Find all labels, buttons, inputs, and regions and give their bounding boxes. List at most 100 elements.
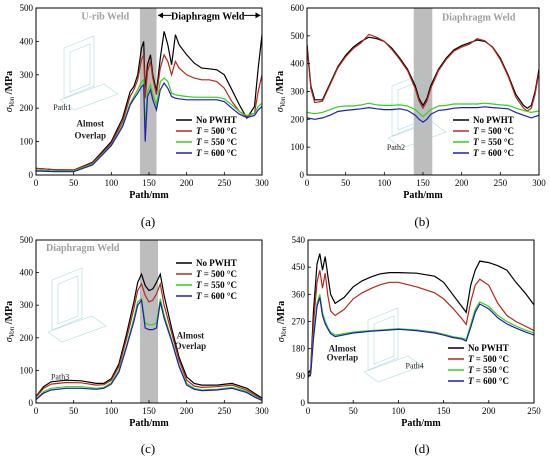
y-tick-label: 0: [29, 170, 34, 180]
x-tick-label: 200: [180, 178, 194, 188]
x-tick-label: 300: [532, 178, 546, 188]
y-tick-label: 100: [291, 142, 305, 152]
y-axis-label: σVon /MPa: [275, 71, 287, 112]
annotation: Almost: [329, 344, 357, 354]
series-line-3: [36, 298, 262, 401]
model-sketch: [59, 35, 119, 111]
x-axis-label: Path/mm: [129, 418, 169, 429]
y-tick-label: 540: [292, 235, 306, 245]
x-tick-label: 0: [34, 178, 39, 188]
x-tick-label: 100: [378, 178, 392, 188]
series-line-1: [36, 53, 262, 171]
y-tick-label: 200: [20, 333, 34, 343]
x-tick-label: 0: [34, 406, 39, 416]
series-line-0: [36, 31, 262, 171]
x-tick-label: 0: [305, 178, 310, 188]
legend-entry: T = 600 °C: [473, 148, 514, 158]
legend-entry: T = 550 °C: [473, 137, 514, 147]
x-tick-label: 250: [218, 178, 232, 188]
y-tick-label: 100: [20, 365, 34, 375]
annotation: Path4: [406, 361, 424, 370]
x-tick-label: 150: [416, 178, 430, 188]
legend-entry: T = 550 °C: [468, 365, 509, 375]
panel-caption: (b): [414, 214, 429, 229]
x-tick-label: 50: [69, 406, 79, 416]
legend-entry: T = 500 °C: [196, 126, 237, 136]
panel-caption: (c): [141, 441, 155, 456]
series-line-1: [36, 281, 262, 400]
x-tick-label: 150: [142, 406, 156, 416]
weld-zone-band: [413, 8, 433, 175]
y-axis-label: σVon /MPa: [4, 71, 16, 112]
legend-entry: T = 500 °C: [196, 269, 237, 279]
y-tick-label: 0: [29, 398, 34, 408]
annotation: Path1: [53, 103, 71, 112]
legend-entry: T = 600 °C: [196, 291, 237, 301]
legend-entry: No PWHT: [473, 115, 514, 125]
region-label: Diaphragm Weld: [171, 11, 245, 22]
x-tick-label: 200: [180, 406, 194, 416]
y-tick-label: 270: [292, 317, 306, 327]
x-axis-label: Path/mm: [403, 190, 443, 201]
y-tick-label: 300: [20, 300, 34, 310]
legend-entry: T = 600 °C: [196, 148, 237, 158]
x-tick-label: 300: [255, 178, 269, 188]
y-tick-label: 450: [292, 262, 306, 272]
x-tick-label: 250: [527, 406, 541, 416]
region-label: Diaphragm Weld: [442, 12, 516, 23]
region-label: U-rib Weld: [81, 11, 129, 22]
y-axis-label: σVon /MPa: [4, 301, 16, 342]
series-line-2: [308, 294, 534, 377]
x-tick-label: 100: [105, 406, 119, 416]
chart-panel-b: 0 50 100 150 200 250 300 0 100 200 300 400 500 600 Pat…: [275, 3, 546, 229]
annotation: Overlap: [175, 341, 207, 351]
legend-entry: No PWHT: [468, 343, 509, 353]
x-tick-label: 50: [349, 406, 359, 416]
panel-caption: (a): [141, 214, 155, 229]
legend-entry: T = 550 °C: [196, 137, 237, 147]
x-axis-label: Path/mm: [401, 418, 441, 429]
y-tick-label: 400: [291, 59, 305, 69]
legend-entry: T = 550 °C: [196, 280, 237, 290]
chart-panel-c: 0 50 100 150 200 250 300 0 100 200 300 400 500 Path/m…: [4, 235, 269, 456]
series-line-2: [307, 102, 539, 118]
legend-entry: T = 500 °C: [468, 354, 509, 364]
series-line-1: [307, 33, 539, 112]
region-label: Diaphragm Weld: [46, 243, 120, 254]
x-tick-label: 250: [494, 178, 508, 188]
annotation: Almost: [177, 330, 205, 340]
y-tick-label: 0: [300, 170, 305, 180]
x-tick-label: 50: [341, 178, 351, 188]
series-line-3: [307, 106, 539, 123]
series-line-1: [308, 270, 534, 375]
x-tick-label: 300: [255, 406, 269, 416]
y-tick-label: 600: [291, 3, 305, 13]
y-tick-label: 500: [291, 31, 305, 41]
y-tick-label: 400: [20, 36, 34, 46]
chart-panel-a: 0 50 100 150 200 250 300 0 100 200 300 400 500 Path/m…: [4, 3, 269, 229]
y-axis-label: σVon /MPa: [276, 301, 288, 342]
legend-entry: T = 600 °C: [468, 376, 509, 386]
panel-caption: (d): [414, 441, 429, 456]
weld-zone-band: [139, 240, 159, 403]
x-tick-label: 150: [437, 406, 451, 416]
x-tick-label: 200: [482, 406, 496, 416]
series-line-3: [36, 81, 262, 173]
series-line-3: [308, 297, 534, 378]
legend-entry: No PWHT: [196, 115, 237, 125]
y-tick-label: 500: [20, 235, 34, 245]
x-tick-label: 50: [69, 178, 79, 188]
x-tick-label: 0: [306, 406, 311, 416]
y-tick-label: 200: [20, 103, 34, 113]
model-sketch: [47, 267, 107, 343]
model-sketch: [363, 307, 423, 383]
y-tick-label: 0: [301, 398, 306, 408]
annotation: Almost: [76, 119, 104, 129]
legend-entry: No PWHT: [196, 258, 237, 268]
x-tick-label: 200: [455, 178, 469, 188]
